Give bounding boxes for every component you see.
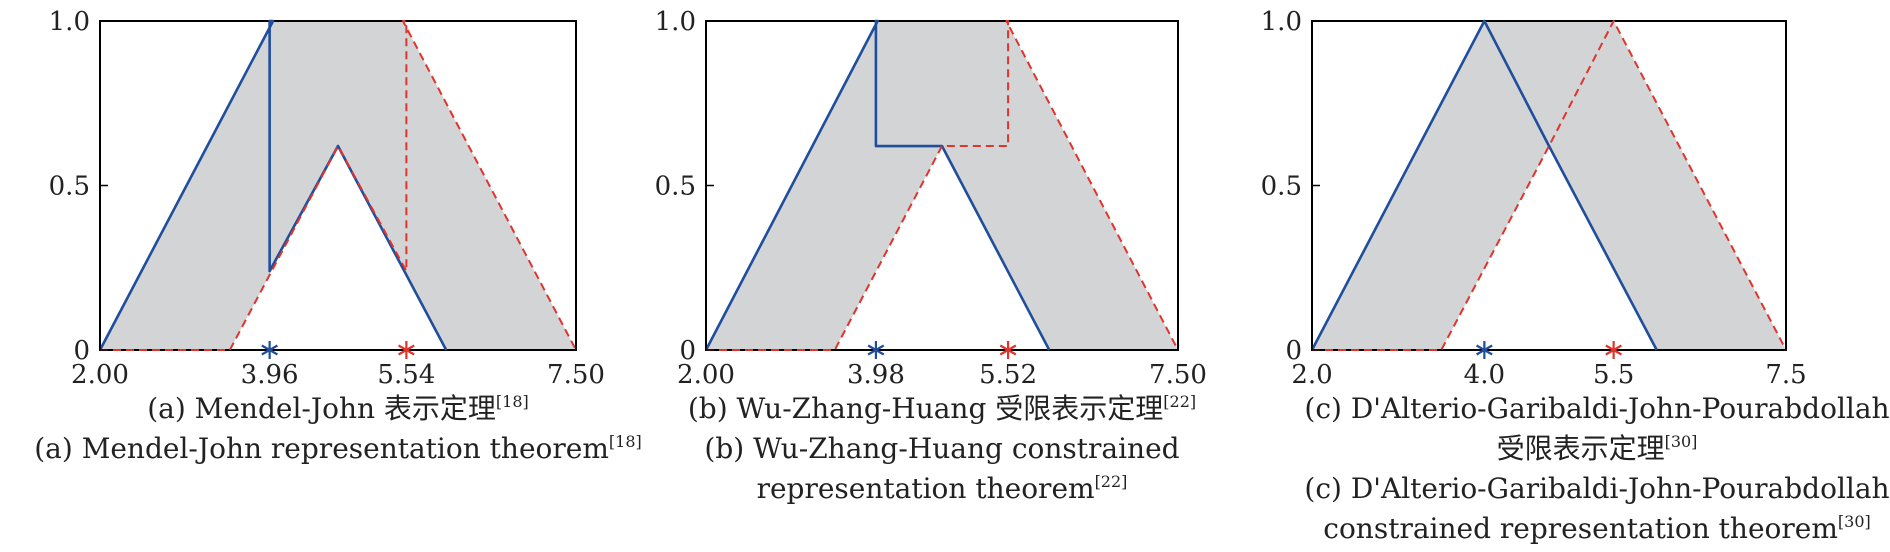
x-tick-label: 4.0 <box>1464 360 1505 390</box>
x-tick-label: 2.0 <box>1291 360 1332 390</box>
x-tick-label: 5.5 <box>1593 360 1634 390</box>
x-tick-label: 2.00 <box>677 360 735 390</box>
blue-star-marker <box>867 341 885 359</box>
citation-superscript: [22] <box>1095 472 1128 491</box>
caption-line-2: (a) Mendel-John representation theorem[1… <box>34 432 642 465</box>
caption-line-1: (c) D'Alterio-Garibaldi-John-Pourabdolla… <box>1304 392 1889 425</box>
caption-line-4: constrained representation theorem[30] <box>1323 512 1870 545</box>
caption-line-2: (b) Wu-Zhang-Huang constrained <box>704 432 1179 465</box>
y-tick-label: 0.5 <box>1261 172 1302 202</box>
red-star-marker <box>398 341 415 359</box>
red-star-marker <box>999 341 1017 359</box>
citation-superscript: [18] <box>609 432 642 451</box>
citation-superscript: [22] <box>1163 392 1196 411</box>
blue-line <box>98 19 448 351</box>
chart-panel-3: 1.00.502.0 4.0 5.5 7.5(c) D'Alterio-Garibal… <box>1261 7 1890 545</box>
y-tick-label: 0.5 <box>655 172 696 202</box>
citation-superscript: [30] <box>1665 432 1698 451</box>
x-tick-label: 3.98 <box>847 360 905 390</box>
caption-line-1: (b) Wu-Zhang-Huang 受限表示定理[22] <box>688 392 1196 425</box>
y-tick-label: 1.0 <box>1261 7 1302 37</box>
caption-line-1: (a) Mendel-John 表示定理[18] <box>147 392 529 425</box>
caption-line-3: representation theorem[22] <box>757 472 1128 505</box>
x-tick-label: 7.5 <box>1765 360 1806 390</box>
x-tick-label: 7.50 <box>547 360 605 390</box>
red-dashed-line <box>1312 20 1787 351</box>
red-dashed-line <box>706 20 1179 351</box>
x-tick-label: 2.00 <box>71 360 129 390</box>
fou-region <box>100 21 576 350</box>
caption-line-2: 受限表示定理[30] <box>1497 432 1698 465</box>
y-tick-label: 1.0 <box>655 7 696 37</box>
caption-line-3: (c) D'Alterio-Garibaldi-John-Pourabdolla… <box>1304 472 1889 505</box>
blue-line <box>1310 19 1658 351</box>
fou-region <box>1312 21 1786 350</box>
y-tick-label: 0 <box>679 336 696 366</box>
citation-superscript: [30] <box>1838 512 1871 531</box>
red-dashed-line <box>100 20 577 351</box>
y-tick-label: 1.0 <box>49 7 90 37</box>
blue-line <box>704 19 1051 351</box>
chart-panel-1: 1.0 0.5 02.00 3.96 5.54 7.50 (a) Mendel-John 表… <box>34 7 642 465</box>
y-tick-label: 0.5 <box>49 172 90 202</box>
blue-star-marker <box>261 341 278 359</box>
red-star-marker <box>1605 341 1622 359</box>
y-tick-label: 0 <box>73 336 90 366</box>
blue-star-marker <box>1476 341 1493 359</box>
x-tick-label: 7.50 <box>1149 360 1207 390</box>
chart-panel-2: 1.00.502.00 3.98 5.52 7.50(b) Wu-Zhang-Huan… <box>655 7 1207 505</box>
fou-region <box>706 21 1178 350</box>
y-tick-label: 0 <box>1285 336 1302 366</box>
citation-superscript: [18] <box>496 392 529 411</box>
x-tick-label: 5.54 <box>377 360 435 390</box>
x-tick-label: 3.96 <box>241 360 299 390</box>
x-tick-label: 5.52 <box>979 360 1037 390</box>
